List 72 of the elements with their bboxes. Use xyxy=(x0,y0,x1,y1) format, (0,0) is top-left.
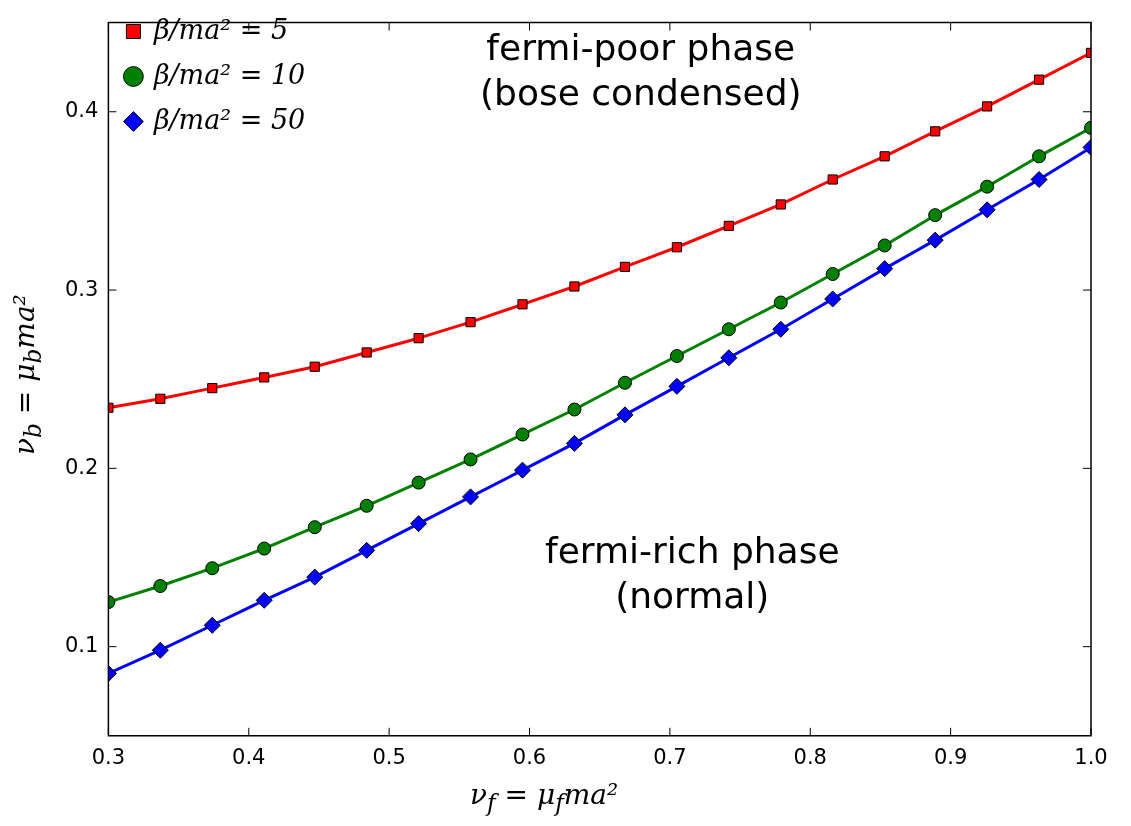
point xyxy=(773,295,788,310)
point xyxy=(565,434,583,452)
point xyxy=(824,290,842,308)
point xyxy=(513,461,531,479)
point xyxy=(257,541,272,556)
point xyxy=(980,179,995,194)
point xyxy=(930,126,941,137)
point xyxy=(207,383,218,394)
annotation: fermi-rich phase (normal) xyxy=(545,529,840,618)
y-tick-label: 0.2 xyxy=(64,454,99,479)
point xyxy=(668,377,686,395)
point xyxy=(359,498,374,513)
point xyxy=(982,101,993,112)
point xyxy=(723,220,734,231)
point xyxy=(879,151,890,162)
point xyxy=(569,281,580,292)
point xyxy=(926,231,944,249)
point xyxy=(1030,171,1048,188)
point xyxy=(515,427,530,442)
point xyxy=(155,393,166,404)
x-tick-label: 0.7 xyxy=(653,744,687,769)
point xyxy=(720,349,738,367)
point xyxy=(1033,74,1045,85)
point xyxy=(361,347,372,358)
point xyxy=(567,402,582,417)
legend-label: β/ma² = 10 xyxy=(152,58,306,90)
x-tick-label: 0.6 xyxy=(512,744,547,769)
point xyxy=(153,579,168,594)
x-tick-label: 0.5 xyxy=(372,744,406,769)
x-tick-label: 0.3 xyxy=(91,744,126,769)
point xyxy=(410,515,428,533)
point xyxy=(775,199,786,210)
point xyxy=(928,208,943,223)
point xyxy=(411,475,426,490)
point xyxy=(465,317,476,328)
point xyxy=(617,375,632,390)
point xyxy=(309,361,320,372)
point xyxy=(358,541,376,559)
annotation: fermi-poor phase (bose condensed) xyxy=(480,26,802,115)
legend-label: β/ma² = 5 xyxy=(152,13,289,45)
point xyxy=(307,520,322,535)
point xyxy=(619,261,631,272)
y-tick-label: 0.4 xyxy=(64,98,99,123)
legend-label: β/ma² = 50 xyxy=(152,103,306,135)
point xyxy=(413,333,424,344)
point xyxy=(825,267,840,281)
point xyxy=(205,561,220,576)
point xyxy=(671,242,682,253)
x-tick-label: 0.4 xyxy=(232,744,266,769)
x-tick-label: 1.0 xyxy=(1074,744,1108,769)
point xyxy=(255,591,273,609)
y-tick-label: 0.1 xyxy=(64,633,99,658)
point xyxy=(463,452,478,467)
point xyxy=(517,299,528,310)
point xyxy=(876,260,894,278)
point xyxy=(203,616,221,634)
point xyxy=(978,201,996,219)
point xyxy=(616,406,634,424)
point xyxy=(1032,149,1047,164)
x-axis-title: ν$_{f}$ = μ$_{f}$ma² xyxy=(470,778,619,817)
point xyxy=(151,641,169,659)
point xyxy=(306,568,324,586)
point xyxy=(772,320,790,338)
point xyxy=(462,488,480,506)
point xyxy=(721,322,736,337)
y-tick-label: 0.3 xyxy=(64,276,99,301)
point xyxy=(877,238,892,253)
x-tick-label: 0.9 xyxy=(933,744,968,769)
point xyxy=(259,372,270,383)
x-tick-label: 0.8 xyxy=(793,744,827,769)
point xyxy=(827,174,838,185)
point xyxy=(669,349,684,364)
